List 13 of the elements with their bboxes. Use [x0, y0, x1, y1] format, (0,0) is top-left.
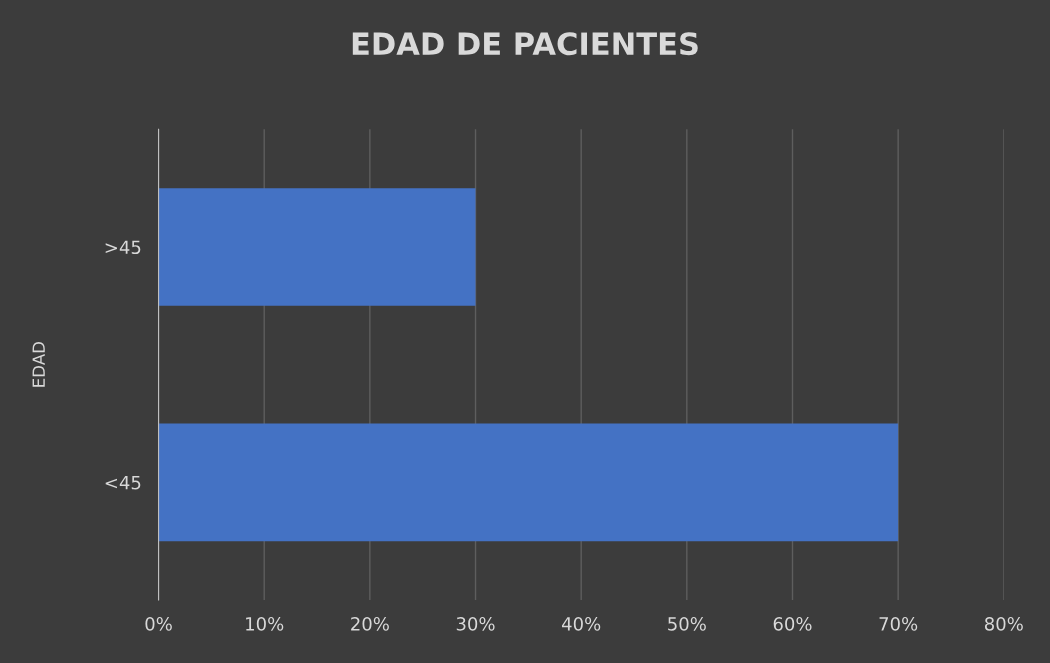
- x-tick-label: 60%: [773, 617, 812, 631]
- y-tick-label: >45: [105, 240, 141, 255]
- x-tick-label: 0%: [145, 617, 172, 631]
- y-axis-title: EDAD: [32, 341, 45, 387]
- chart-title: EDAD DE PACIENTES: [352, 32, 698, 56]
- y-tick-label: <45: [105, 476, 141, 490]
- x-tick-label: 20%: [351, 617, 389, 631]
- x-tick-label: 70%: [879, 617, 918, 631]
- x-tick-label: 30%: [456, 617, 495, 631]
- x-tick-label: 50%: [668, 617, 706, 631]
- x-tick-label: 40%: [561, 617, 601, 631]
- x-tick-label: 80%: [984, 617, 1023, 631]
- x-tick-label: 10%: [246, 617, 284, 631]
